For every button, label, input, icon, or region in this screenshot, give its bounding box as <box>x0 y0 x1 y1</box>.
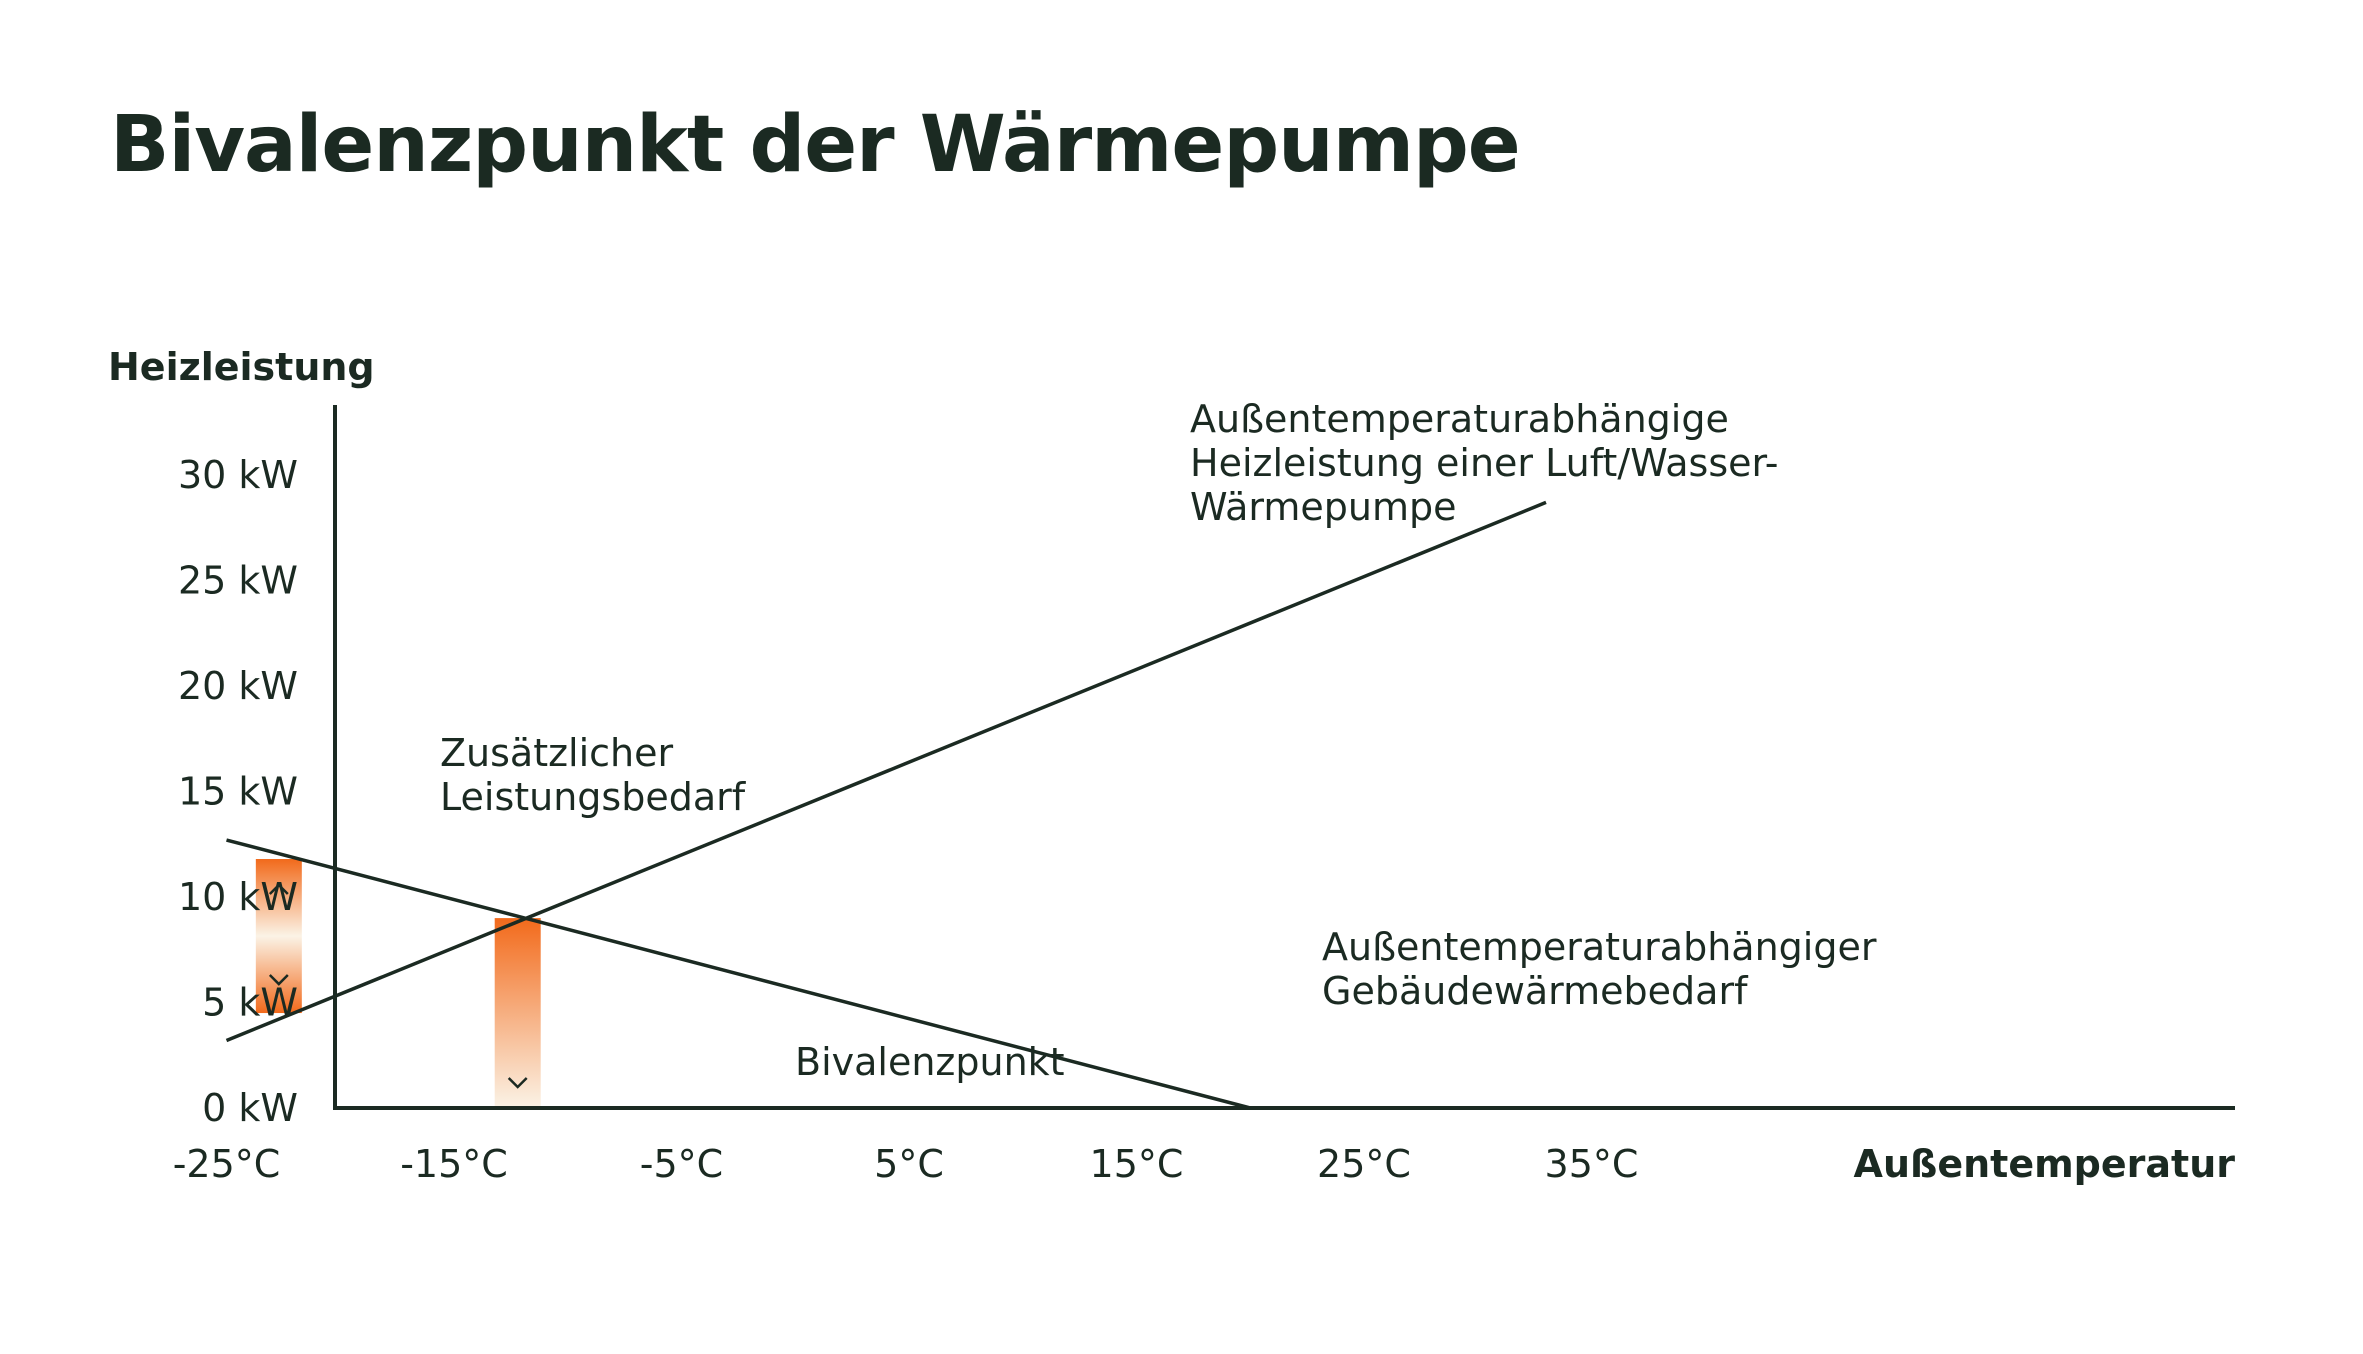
chart-title: Bivalenzpunkt der Wärmepumpe <box>110 100 1521 190</box>
x-tick-label: 15°C <box>1090 1142 1184 1186</box>
heat-pump-output-line <box>225 500 1547 1043</box>
x-tick-label: 5°C <box>874 1142 944 1186</box>
chevron-up-icon <box>268 883 289 895</box>
y-tick-label: 25 kW <box>178 559 298 603</box>
heat-pump-output-label: Heizleistung einer Luft/Wasser- <box>1190 441 1778 485</box>
bivalence-bar <box>494 918 541 1108</box>
bivalence-point-label: Bivalenzpunkt <box>795 1040 1065 1084</box>
chevron-down-icon <box>507 1077 528 1089</box>
x-axis-label: Außentemperatur <box>1854 1142 2236 1186</box>
y-tick-label: 0 kW <box>202 1086 298 1130</box>
additional-demand-label: Zusätzlicher <box>440 731 674 775</box>
building-demand-line <box>226 838 1251 1110</box>
x-tick-label: -5°C <box>640 1142 723 1186</box>
y-tick-label: 15 kW <box>178 770 298 814</box>
y-tick-label: 5 kW <box>202 981 298 1025</box>
building-demand-label: Gebäudewärmebedarf <box>1322 969 1749 1013</box>
building-demand-label: Außentemperaturabhängiger <box>1322 925 1877 969</box>
chevron-down-icon <box>268 974 289 986</box>
y-tick-label: 30 kW <box>178 453 298 497</box>
x-tick-label: -25°C <box>173 1142 281 1186</box>
heat-pump-output-label: Wärmepumpe <box>1190 485 1457 529</box>
x-tick-label: -15°C <box>400 1142 508 1186</box>
y-tick-label: 20 kW <box>178 664 298 708</box>
y-axis-label: Heizleistung <box>108 345 375 389</box>
heat-pump-output-label: Außentemperaturabhängige <box>1190 397 1729 441</box>
x-tick-label: 25°C <box>1317 1142 1411 1186</box>
y-tick-label: 10 kW <box>178 875 298 919</box>
x-tick-label: 35°C <box>1545 1142 1639 1186</box>
additional-demand-label: Leistungsbedarf <box>440 775 747 819</box>
